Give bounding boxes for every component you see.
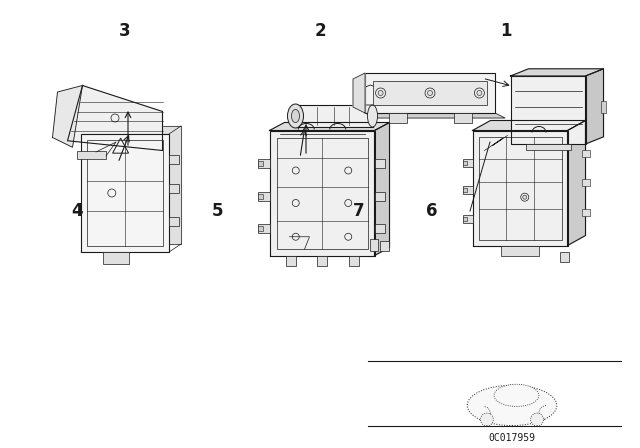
Bar [454,113,472,123]
Bar [257,191,269,201]
Ellipse shape [481,413,493,426]
Polygon shape [472,121,586,130]
Text: 0C017959: 0C017959 [488,433,536,443]
Bar [317,255,327,266]
Ellipse shape [291,109,300,123]
Bar [257,226,262,231]
Bar [380,241,388,250]
Ellipse shape [367,105,378,127]
Bar [87,140,163,246]
Bar [169,217,179,226]
Ellipse shape [523,195,527,199]
Bar [511,76,586,144]
Bar [169,184,179,193]
Bar [276,138,367,249]
Ellipse shape [287,104,303,128]
Text: 4: 4 [71,202,83,220]
Bar [559,251,568,262]
Bar [373,81,487,105]
Ellipse shape [494,384,539,406]
Bar [463,215,472,223]
Text: 5: 5 [212,202,223,220]
Polygon shape [353,73,365,113]
Bar [463,159,472,167]
Bar [257,194,262,198]
Polygon shape [93,126,181,244]
Polygon shape [67,86,163,151]
Polygon shape [365,113,505,118]
Ellipse shape [467,385,557,426]
Bar [285,255,296,266]
Text: 3: 3 [119,22,131,40]
Bar [582,209,589,216]
Bar [463,188,467,192]
Bar [374,191,385,201]
Bar [296,105,372,127]
Bar [369,238,378,250]
Bar [103,252,129,264]
Ellipse shape [378,90,383,95]
Text: 1: 1 [500,22,511,40]
Bar [525,144,570,150]
Bar [463,161,467,165]
Text: 2: 2 [314,22,326,40]
Polygon shape [360,85,381,105]
Bar [388,113,406,123]
Bar [257,159,269,168]
Polygon shape [269,122,390,130]
Polygon shape [472,130,568,246]
Bar [600,101,605,113]
Ellipse shape [477,90,482,95]
Ellipse shape [531,413,543,426]
Bar [463,186,472,194]
Bar [374,159,385,168]
Bar [365,73,495,113]
Text: 6: 6 [426,202,438,220]
Bar [463,216,467,220]
Polygon shape [586,69,604,144]
Bar [349,255,358,266]
Bar [374,224,385,233]
Bar [257,161,262,166]
Bar [169,155,179,164]
Bar [582,179,589,186]
Text: 7: 7 [353,202,364,220]
Polygon shape [374,122,390,255]
Bar [479,137,561,240]
Polygon shape [568,121,586,246]
Bar [257,224,269,233]
Ellipse shape [428,90,433,95]
Polygon shape [511,69,604,76]
Polygon shape [52,86,83,147]
Bar [501,246,539,255]
Bar [582,150,589,157]
Bar [77,151,106,159]
Bar [81,134,169,252]
Polygon shape [269,130,374,255]
